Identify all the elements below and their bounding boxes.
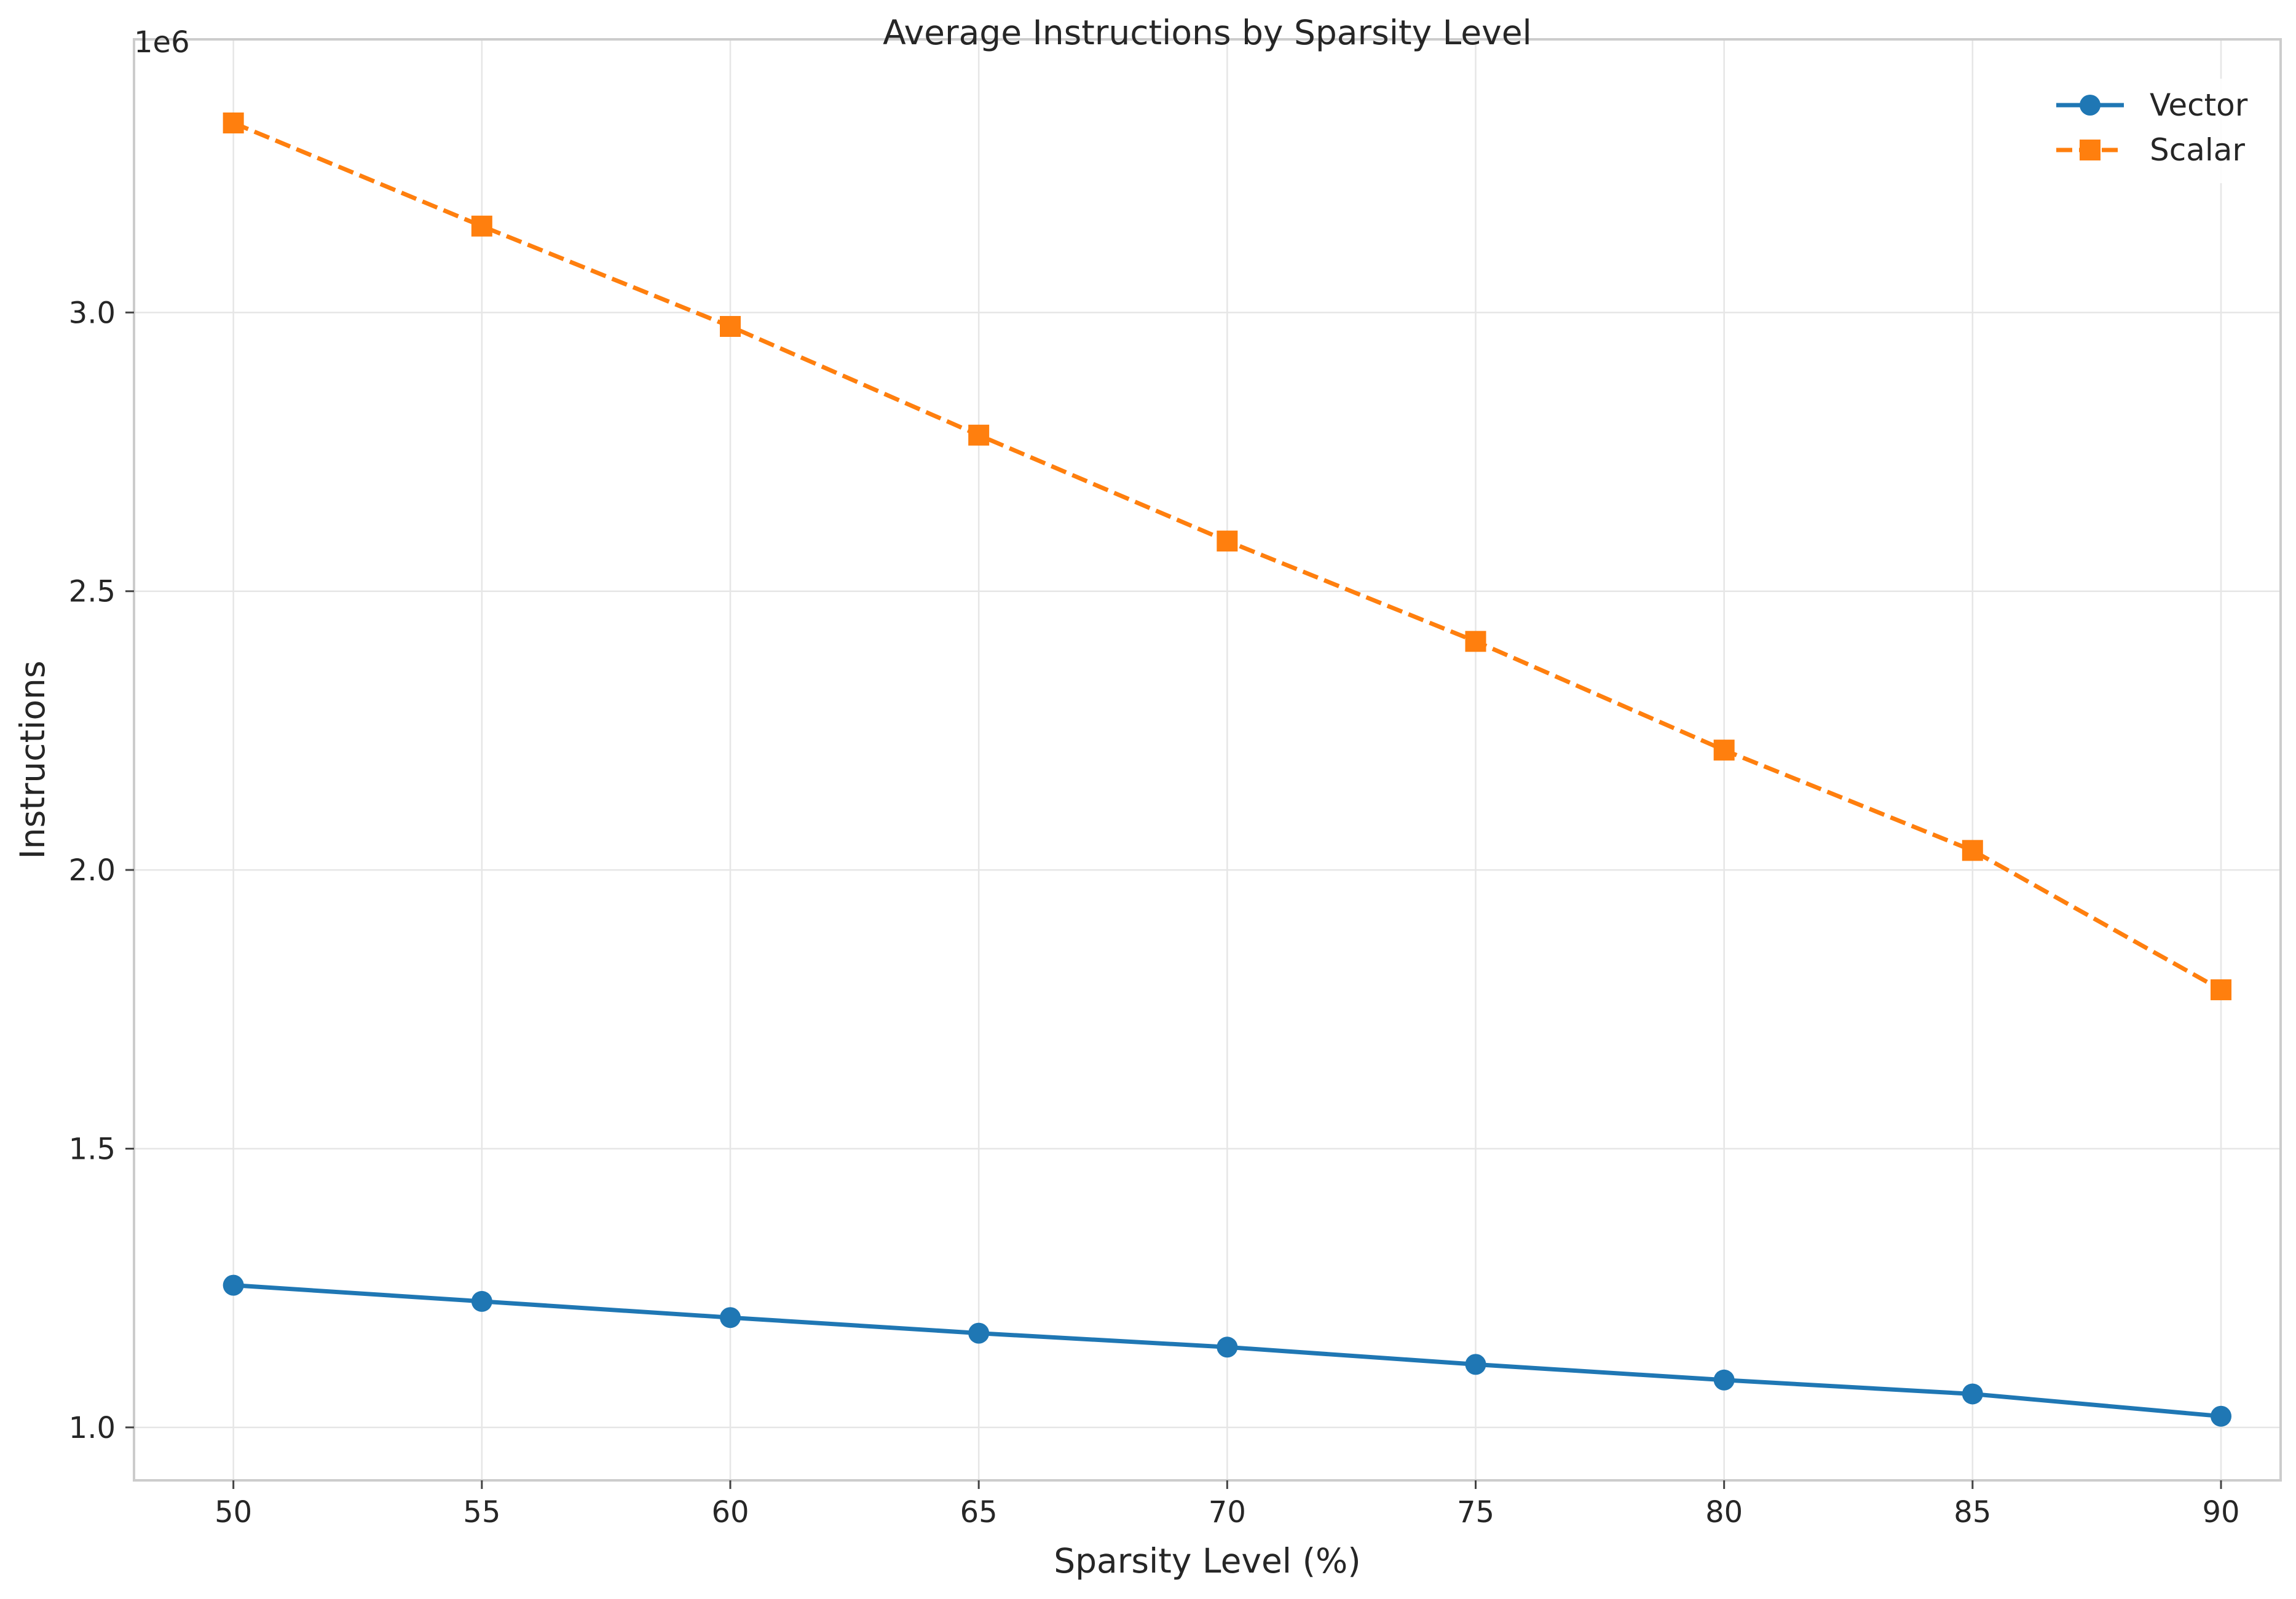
series-group — [223, 113, 2231, 1427]
x-tick-label: 90 — [2202, 1495, 2239, 1530]
vector-point — [1465, 1354, 1486, 1375]
x-tick-label: 85 — [1954, 1495, 1991, 1530]
x-tick-label: 75 — [1457, 1495, 1494, 1530]
legend-scalar-marker — [2080, 140, 2101, 160]
scalar-point — [471, 215, 492, 237]
vector-series — [223, 1274, 2231, 1427]
scalar-series — [223, 113, 2231, 1001]
legend-vector-marker — [2080, 95, 2101, 116]
legend-scalar-label: Scalar — [2150, 132, 2245, 168]
y-axis-label: Instructions — [13, 660, 52, 859]
grid — [134, 39, 2281, 1480]
scalar-point — [1465, 631, 1486, 652]
vector-point — [1962, 1383, 1983, 1405]
vector-point — [2211, 1405, 2231, 1427]
axis-ticks: 50 55 60 65 70 75 80 85 90 1.0 1.5 2.0 2.5 3.0 — [69, 296, 2240, 1530]
scalar-point — [1962, 840, 1983, 861]
vector-point — [223, 1274, 244, 1296]
x-axis-label: Sparsity Level (%) — [1054, 1541, 1361, 1581]
legend: Vector Scalar — [2041, 79, 2262, 183]
y-tick-label: 3.0 — [69, 296, 116, 330]
scalar-point — [1713, 740, 1735, 761]
vector-point — [968, 1322, 990, 1344]
y-axis-offset-label: 1e6 — [134, 25, 190, 60]
y-tick-label: 1.0 — [69, 1411, 116, 1445]
vector-point — [1217, 1336, 1238, 1358]
scalar-point — [968, 424, 990, 446]
x-tick-label: 55 — [463, 1495, 500, 1530]
vector-point — [1713, 1369, 1735, 1391]
x-tick-label: 80 — [1705, 1495, 1743, 1530]
scalar-point — [1217, 531, 1238, 552]
vector-point — [720, 1307, 741, 1329]
x-tick-label: 65 — [960, 1495, 998, 1530]
x-tick-label: 50 — [215, 1495, 252, 1530]
chart-title: Average Instructions by Sparsity Level — [883, 13, 1532, 52]
x-tick-label: 60 — [711, 1495, 749, 1530]
y-tick-label: 1.5 — [69, 1132, 116, 1166]
scalar-point — [720, 315, 741, 337]
x-tick-label: 70 — [1209, 1495, 1246, 1530]
legend-box — [2041, 79, 2262, 183]
scalar-point — [2211, 979, 2231, 1001]
y-tick-label: 2.0 — [69, 853, 116, 888]
legend-vector-label: Vector — [2150, 87, 2248, 123]
scalar-point — [223, 113, 244, 134]
y-tick-label: 2.5 — [69, 575, 116, 609]
plot-area-frame — [133, 38, 2282, 1482]
vector-point — [471, 1290, 492, 1312]
